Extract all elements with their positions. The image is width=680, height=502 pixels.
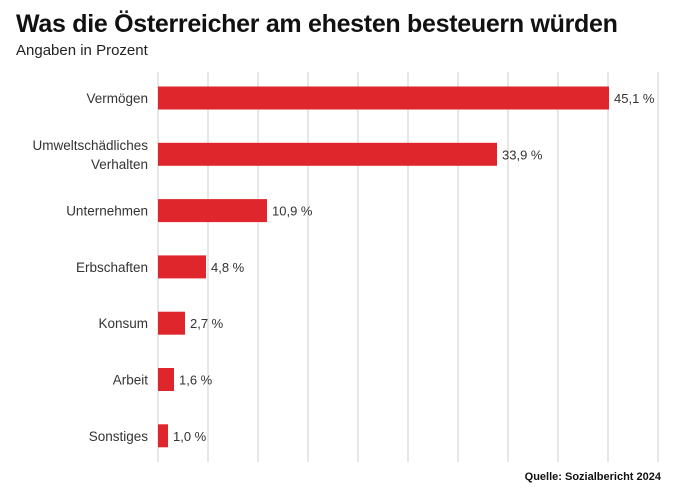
category-label-5: Arbeit xyxy=(113,373,149,388)
chart-title: Was die Österreicher am ehesten besteuer… xyxy=(16,10,618,38)
category-label-6: Sonstiges xyxy=(89,429,149,444)
source-note: Quelle: Sozialbericht 2024 xyxy=(524,471,661,483)
value-label-4: 2,7 % xyxy=(190,316,224,331)
bar-2 xyxy=(158,199,267,223)
category-label-0: Vermögen xyxy=(86,91,148,106)
value-label-3: 4,8 % xyxy=(211,260,245,275)
bar-3 xyxy=(158,255,206,279)
value-label-6: 1,0 % xyxy=(173,429,207,444)
bar-0 xyxy=(158,86,609,110)
category-label-1-line-1: Verhalten xyxy=(91,157,148,172)
bar-4 xyxy=(158,311,185,335)
value-label-2: 10,9 % xyxy=(272,204,313,219)
value-labels: 45,1 % 33,9 % 10,9 % 4,8 % 2,7 % 1,6 % 1,0 % xyxy=(173,91,655,444)
value-label-5: 1,6 % xyxy=(179,373,213,388)
value-label-0: 45,1 % xyxy=(614,91,655,106)
chart-subtitle: Angaben in Prozent xyxy=(16,42,148,59)
value-label-1: 33,9 % xyxy=(502,147,543,162)
bars xyxy=(158,86,609,448)
category-label-2: Unternehmen xyxy=(66,204,148,219)
category-label-1-line-0: Umweltschädliches xyxy=(32,138,148,153)
category-labels: Vermögen Umweltschädliches Verhalten Untern… xyxy=(32,91,148,444)
category-label-4: Konsum xyxy=(98,316,148,331)
bar-1 xyxy=(158,142,497,166)
bar-5 xyxy=(158,368,174,391)
category-label-3: Erbschaften xyxy=(76,260,148,275)
bar-6 xyxy=(158,424,168,448)
